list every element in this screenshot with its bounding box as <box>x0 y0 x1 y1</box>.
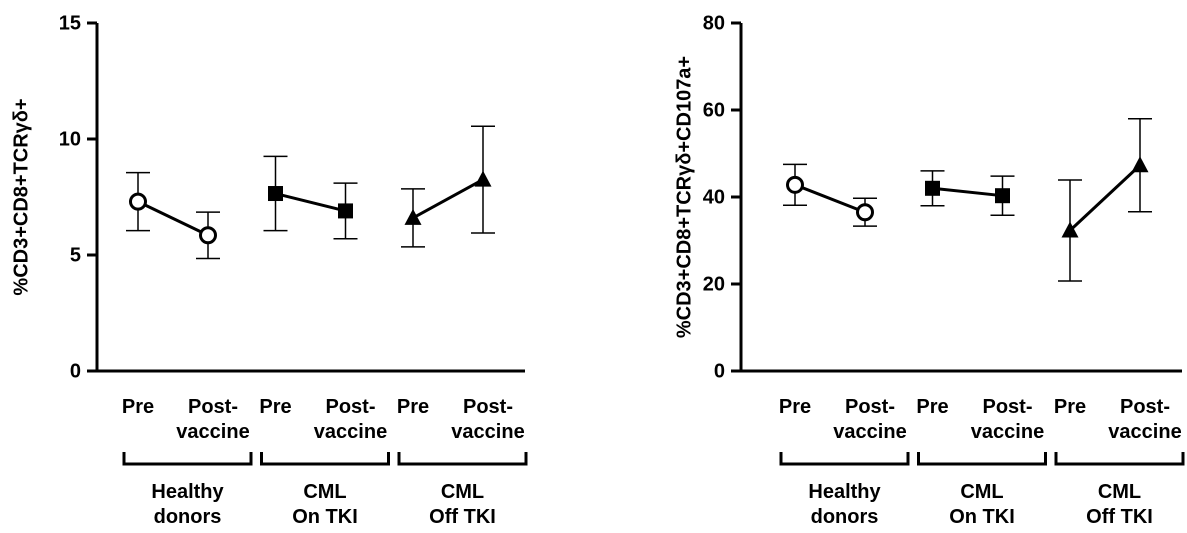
x-tick-label: Pre <box>1054 396 1086 418</box>
group-label: CML Off TKI <box>1086 481 1153 528</box>
x-tick-label: Pre <box>779 396 811 418</box>
x-tick-label: Pre <box>122 396 154 418</box>
x-tick-label: Post-vaccine <box>971 396 1044 443</box>
chart: 0 5 10 15 %CD3+CD8+TCRγδ+ Pre Post-vaccine Pre P… <box>10 12 528 528</box>
point <box>786 175 804 194</box>
x-tick-label: Post-vaccine <box>833 396 906 443</box>
series-line <box>794 183 866 214</box>
y-tick-label: 0 <box>70 360 81 382</box>
y-axis-label: %CD3+CD8+TCRγδ+CD107a+ <box>673 56 695 338</box>
group-label: Healthy donors <box>808 481 881 528</box>
y-tick-label: 20 <box>703 273 725 295</box>
chart: 0 20 40 60 80 %CD3+CD8+TCRγδ+CD107a+ Pre Post-v… <box>673 12 1185 528</box>
series-line <box>275 192 346 213</box>
point <box>199 226 217 245</box>
group-bracket <box>779 452 910 466</box>
point <box>268 186 283 202</box>
group-bracket <box>917 452 1047 466</box>
point <box>995 188 1010 204</box>
series-line <box>412 178 484 220</box>
point <box>1061 221 1079 238</box>
x-tick-label: Post-vaccine <box>1108 396 1181 443</box>
x-tick-label: Post-vaccine <box>314 396 387 443</box>
point <box>856 203 874 222</box>
series-line <box>932 186 1003 198</box>
group-bracket <box>260 452 390 466</box>
y-tick-label: 80 <box>703 12 725 34</box>
x-tick-label: Post-vaccine <box>451 396 524 443</box>
y-tick-label: 60 <box>703 99 725 121</box>
group-bracket <box>122 452 253 466</box>
point <box>1131 156 1149 173</box>
x-tick-label: Pre <box>259 396 291 418</box>
y-tick-label: 0 <box>714 360 725 382</box>
group-label: Healthy donors <box>151 481 224 528</box>
y-tick-label: 40 <box>703 186 725 208</box>
x-tick-label: Pre <box>397 396 429 418</box>
group-label: CML Off TKI <box>429 481 496 528</box>
point <box>338 203 353 219</box>
y-tick-label: 10 <box>59 128 81 150</box>
group-label: CML On TKI <box>292 481 358 528</box>
y-axis-label: %CD3+CD8+TCRγδ+ <box>10 98 32 295</box>
series-line <box>137 200 209 237</box>
y-tick-label: 15 <box>59 12 81 34</box>
x-tick-label: Pre <box>916 396 948 418</box>
group-label: CML On TKI <box>949 481 1015 528</box>
x-tick-label: Post-vaccine <box>176 396 249 443</box>
group-bracket <box>1054 452 1185 466</box>
point <box>925 180 940 196</box>
point <box>474 170 492 187</box>
point <box>404 208 422 225</box>
y-tick-label: 5 <box>70 244 81 266</box>
group-bracket <box>397 452 528 466</box>
point <box>129 192 147 211</box>
series-line <box>1068 164 1142 232</box>
